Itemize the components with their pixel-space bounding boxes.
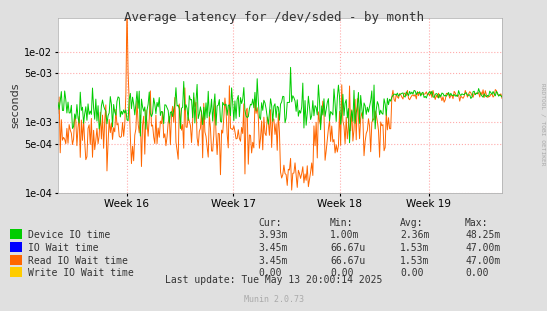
Text: RRDTOOL / TOBI OETIKER: RRDTOOL / TOBI OETIKER	[541, 83, 546, 166]
Text: 0.00: 0.00	[465, 268, 488, 278]
Text: Avg:: Avg:	[400, 218, 423, 228]
Text: Max:: Max:	[465, 218, 488, 228]
Text: 2.36m: 2.36m	[400, 230, 429, 240]
Y-axis label: seconds: seconds	[10, 83, 20, 128]
Text: 0.00: 0.00	[330, 268, 353, 278]
Text: 0.00: 0.00	[258, 268, 282, 278]
Text: 1.53m: 1.53m	[400, 256, 429, 266]
Text: 1.53m: 1.53m	[400, 243, 429, 253]
Text: 3.93m: 3.93m	[258, 230, 287, 240]
Text: 3.45m: 3.45m	[258, 243, 287, 253]
Text: Read IO Wait time: Read IO Wait time	[28, 256, 128, 266]
Text: 48.25m: 48.25m	[465, 230, 501, 240]
Text: 3.45m: 3.45m	[258, 256, 287, 266]
Text: Munin 2.0.73: Munin 2.0.73	[243, 295, 304, 304]
Text: Cur:: Cur:	[258, 218, 282, 228]
Text: Last update: Tue May 13 20:00:14 2025: Last update: Tue May 13 20:00:14 2025	[165, 275, 383, 285]
Text: 47.00m: 47.00m	[465, 243, 501, 253]
Text: Average latency for /dev/sded - by month: Average latency for /dev/sded - by month	[124, 11, 423, 24]
Text: Write IO Wait time: Write IO Wait time	[28, 268, 134, 278]
Text: 1.00m: 1.00m	[330, 230, 359, 240]
Text: Min:: Min:	[330, 218, 353, 228]
Text: 47.00m: 47.00m	[465, 256, 501, 266]
Text: Device IO time: Device IO time	[28, 230, 110, 240]
Text: 66.67u: 66.67u	[330, 256, 365, 266]
Text: IO Wait time: IO Wait time	[28, 243, 98, 253]
Text: 66.67u: 66.67u	[330, 243, 365, 253]
Text: 0.00: 0.00	[400, 268, 423, 278]
